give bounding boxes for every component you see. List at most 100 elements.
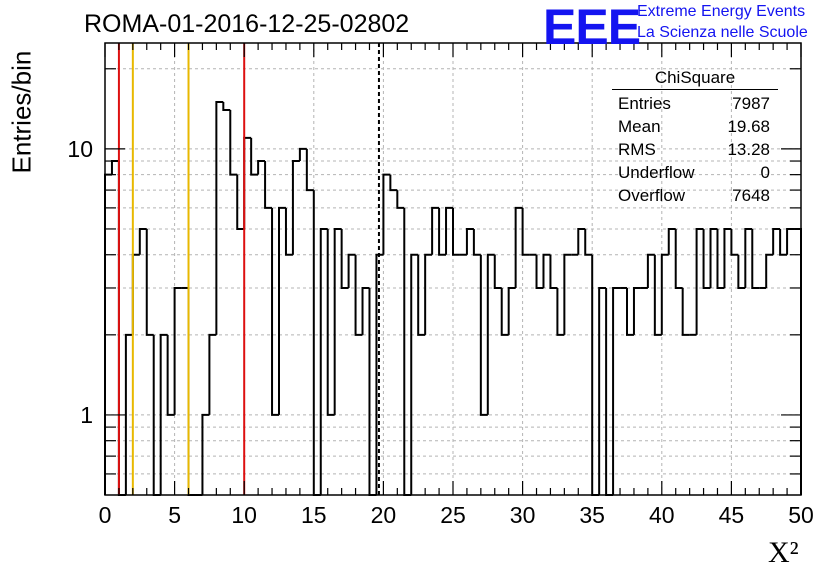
stats-row: Overflow 7648: [612, 184, 778, 207]
histogram-bin: [702, 228, 711, 289]
histogram-bin: [612, 286, 621, 495]
stats-row: Underflow 0: [612, 161, 778, 184]
histogram-bin: [236, 174, 245, 230]
histogram-bin: [312, 190, 321, 496]
histogram-bin: [653, 254, 662, 336]
histogram-bin: [452, 207, 460, 256]
logo-subtitle-line2: La Scienza nelle Scuole: [637, 24, 808, 41]
chart-title: ROMA-01-2016-12-25-02802: [84, 10, 410, 38]
histogram-bin: [284, 207, 293, 256]
stats-label: RMS: [618, 140, 656, 159]
histogram-bin: [577, 227, 586, 255]
histogram-bin: [591, 254, 600, 496]
histogram-bin: [396, 190, 405, 209]
stats-title: ChiSquare: [612, 68, 778, 90]
histogram-bin: [445, 206, 453, 255]
histogram-bin: [305, 148, 314, 192]
histogram-bin: [681, 287, 690, 336]
histogram-bin: [354, 254, 363, 336]
histogram-bin: [278, 206, 286, 415]
histogram-bin: [117, 161, 126, 496]
histogram-bin: [145, 228, 154, 336]
x-tick-label: 30: [510, 502, 536, 528]
histogram-bin: [632, 286, 641, 335]
histogram-bin: [138, 227, 147, 255]
x-tick-label: 40: [649, 502, 675, 528]
histogram-bin: [389, 174, 398, 192]
histogram-bin: [737, 254, 746, 289]
stats-box: ChiSquare Entries 7987 Mean 19.68 RMS 13.28…: [612, 68, 778, 207]
histogram-bin: [626, 287, 634, 336]
x-tick-label: 25: [440, 502, 466, 528]
histogram-bin: [674, 228, 683, 289]
histogram-bin: [410, 253, 419, 495]
stats-label: Mean: [618, 117, 661, 136]
histogram-bin: [340, 228, 349, 289]
axis-ticks: 1 10 0 5 10 15 20 25 30 35 40 45 50: [67, 43, 814, 528]
stats-row: RMS 13.28: [612, 138, 778, 161]
histogram-bin: [319, 227, 328, 495]
histogram-bin: [110, 160, 119, 175]
histogram-bin: [424, 253, 433, 335]
histogram-bin: [521, 207, 530, 256]
histogram-bin: [361, 286, 370, 335]
histogram-bin: [556, 287, 565, 336]
x-tick-label: 35: [579, 502, 605, 528]
histogram-bin: [500, 287, 509, 336]
histogram-bin: [375, 253, 384, 495]
histogram-bin: [382, 173, 391, 255]
x-tick-label: 20: [371, 502, 397, 528]
stats-value: 7987: [732, 94, 770, 113]
x-tick-label: 5: [168, 502, 181, 528]
histogram-bin: [709, 227, 718, 288]
histogram-bin: [786, 227, 795, 255]
histogram-bin: [124, 333, 133, 495]
y-tick-label: 10: [67, 136, 93, 162]
histogram-bin: [368, 287, 377, 496]
x-tick-label: 15: [301, 502, 327, 528]
histogram-bin: [542, 253, 551, 288]
stats-value: 19.68: [727, 117, 770, 136]
histogram-bin: [563, 253, 572, 335]
histogram-bin: [201, 413, 210, 495]
histogram-bin: [417, 254, 426, 336]
histogram-bin: [438, 207, 447, 256]
logo-subtitle-line1: Extreme Energy Events: [637, 3, 806, 20]
histogram-bin: [166, 334, 175, 416]
x-tick-label: 0: [99, 502, 112, 528]
histogram-bin: [472, 228, 481, 256]
histogram-bin: [298, 147, 307, 162]
histogram-bin: [479, 254, 488, 416]
stats-value: 0: [760, 163, 770, 182]
histogram-bin: [465, 227, 474, 255]
histogram-bin: [243, 136, 252, 229]
stats-label: Entries: [618, 94, 671, 113]
histogram-bin: [584, 228, 593, 256]
histogram-bin: [646, 253, 655, 288]
histogram-bin: [794, 227, 802, 495]
histogram-bin: [660, 253, 669, 335]
histogram-bin: [131, 253, 140, 335]
histogram-bin: [333, 227, 342, 415]
histogram-bin: [779, 228, 788, 256]
histogram-bin: [173, 286, 182, 415]
histogram-bin: [215, 101, 224, 335]
histogram-bin: [159, 333, 168, 495]
histogram-bin: [605, 287, 614, 496]
x-tick-label: 10: [231, 502, 257, 528]
histogram-bin: [403, 207, 412, 496]
stats-label: Overflow: [618, 186, 686, 205]
histogram-bin: [549, 254, 558, 289]
histogram-bin: [751, 228, 760, 289]
histogram-bin: [187, 287, 196, 496]
histogram-bin: [493, 254, 502, 289]
eee-logo: EEE: [543, 0, 641, 55]
histogram-bin: [695, 227, 704, 335]
x-tick-label: 45: [719, 502, 745, 528]
histogram-bin: [271, 207, 279, 416]
histogram-bin: [507, 286, 516, 335]
histogram-bin: [291, 160, 300, 255]
stats-row: Entries 7987: [612, 92, 778, 115]
stats-row: Mean 19.68: [612, 115, 778, 138]
